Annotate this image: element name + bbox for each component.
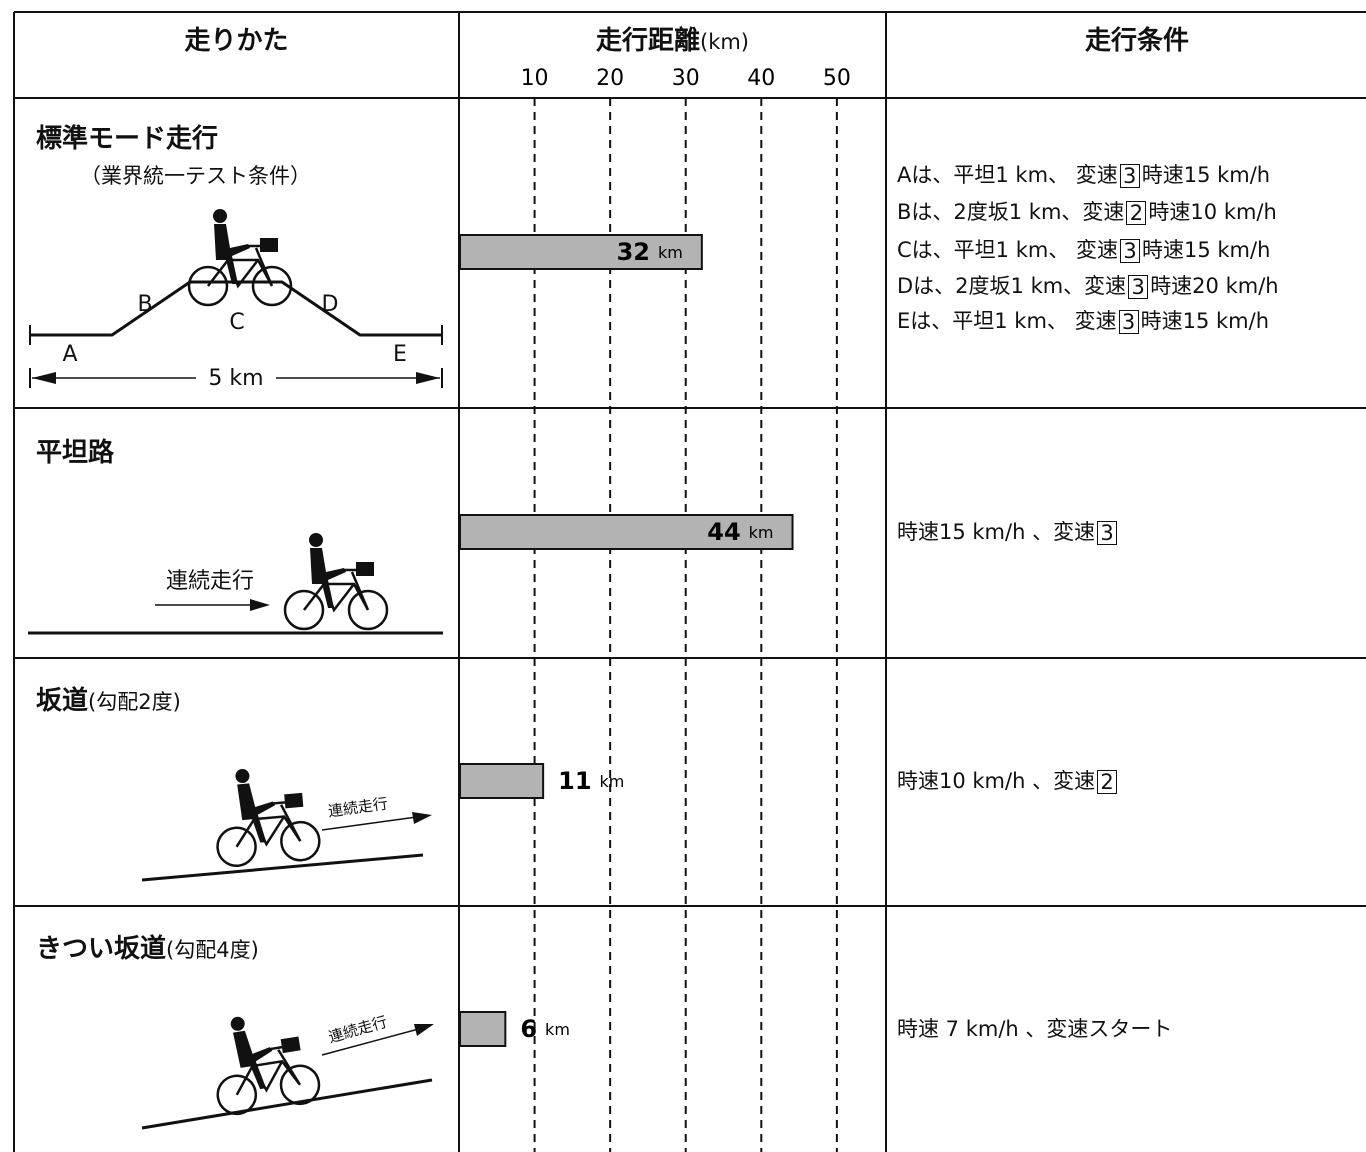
header-distance-unit: (km) — [700, 30, 750, 54]
condition-text: 時速15 km/h — [1140, 309, 1270, 333]
x-tick-label: 50 — [823, 66, 851, 91]
bar-label: 6 km — [520, 1015, 570, 1043]
gear-box: 3 — [1120, 239, 1140, 263]
bar — [459, 763, 545, 799]
condition-text: Dは、2度坂1 km、変速 — [897, 274, 1127, 298]
bar — [459, 1011, 507, 1047]
condition-text: 時速20 km/h — [1150, 274, 1279, 298]
bar-value: 11 — [558, 767, 591, 795]
condition-line: 時速 7 km/h 、変速スタート — [897, 1015, 1172, 1043]
bar-label: 32 km — [617, 238, 683, 266]
condition-text: 時速 7 km/h 、変速スタート — [897, 1017, 1173, 1041]
point-label: D — [322, 292, 339, 317]
condition-line: Dは、2度坂1 km、変速 3 時速20 km/h — [897, 272, 1279, 300]
row-title: きつい坂道 — [36, 934, 167, 964]
header-distance-title: 走行距離 — [595, 26, 700, 56]
bar-unit: km — [600, 772, 625, 791]
point-label: E — [393, 342, 407, 367]
x-tick-label: 30 — [672, 66, 700, 91]
bar-label: 44 km — [707, 518, 773, 546]
condition-line: Bは、2度坂1 km、変速 2 時速10 km/h — [897, 198, 1277, 226]
bicycle-icon — [187, 208, 293, 307]
gear-box: 3 — [1097, 521, 1118, 545]
bicycle-icon — [283, 532, 389, 631]
bar-value: 6 — [520, 1015, 537, 1043]
bar — [459, 234, 703, 270]
bar-value: 32 — [617, 238, 650, 266]
bar-unit: km — [749, 523, 774, 542]
x-tick-label: 40 — [747, 66, 775, 91]
bar-unit: km — [658, 243, 683, 262]
row-title: 坂道 — [36, 686, 89, 716]
row-title-group: 坂道(勾配2度) — [36, 680, 181, 717]
row-note: （業界統一テスト条件） — [80, 164, 311, 188]
condition-line: Cは、平坦1 km、 変速 3 時速15 km/h — [897, 236, 1270, 264]
condition-text: Aは、平坦1 km、 変速 — [897, 163, 1118, 187]
row-title: 標準モード走行 — [36, 124, 219, 154]
gear-box: 2 — [1126, 201, 1147, 225]
gear-box: 3 — [1118, 310, 1139, 334]
caption: 連続走行 — [327, 1013, 390, 1047]
bar — [459, 514, 794, 550]
condition-text: 時速15 km/h — [1141, 163, 1271, 187]
x-tick-label: 20 — [596, 66, 624, 91]
caption: 連続走行 — [166, 569, 254, 594]
condition-line: Eは、平坦1 km、 変速 3 時速15 km/h — [897, 307, 1269, 335]
bar-value: 44 — [707, 518, 740, 546]
point-label: C — [229, 310, 244, 335]
row-note: (勾配2度) — [88, 690, 181, 714]
condition-text: Bは、2度坂1 km、変速 — [897, 200, 1125, 224]
gear-box: 3 — [1119, 164, 1140, 188]
bicycle-icon — [209, 761, 323, 869]
point-label: A — [62, 342, 77, 367]
caption: 連続走行 — [327, 794, 389, 820]
span-label: 5 km — [208, 366, 263, 391]
bar-unit: km — [545, 1020, 570, 1039]
condition-text: 時速15 km/h 、変速 — [897, 520, 1096, 544]
header-method: 走りかた — [184, 26, 289, 56]
condition-line: 時速15 km/h 、変速 3 — [897, 518, 1119, 546]
row-note: (勾配4度) — [166, 938, 259, 962]
point-label: B — [137, 292, 152, 317]
condition-text: 時速15 km/h — [1142, 238, 1271, 262]
row-title-group: きつい坂道(勾配4度) — [36, 928, 259, 965]
header-conditions: 走行条件 — [1084, 26, 1189, 56]
condition-line: 時速10 km/h 、変速 2 — [897, 767, 1119, 795]
gear-box: 3 — [1128, 275, 1149, 299]
condition-text: 時速10 km/h 、変速 — [897, 769, 1096, 793]
header-distance: 走行距離(km) — [459, 20, 886, 57]
condition-text: Cは、平坦1 km、 変速 — [897, 238, 1118, 262]
bar-label: 11 km — [558, 767, 624, 795]
condition-text: Eは、平坦1 km、 変速 — [897, 309, 1117, 333]
condition-text: 時速10 km/h — [1148, 200, 1277, 224]
x-tick-label: 10 — [521, 66, 549, 91]
condition-line: Aは、平坦1 km、 変速 3 時速15 km/h — [897, 161, 1270, 189]
row-title: 平坦路 — [36, 438, 115, 468]
gear-box: 2 — [1097, 770, 1118, 794]
